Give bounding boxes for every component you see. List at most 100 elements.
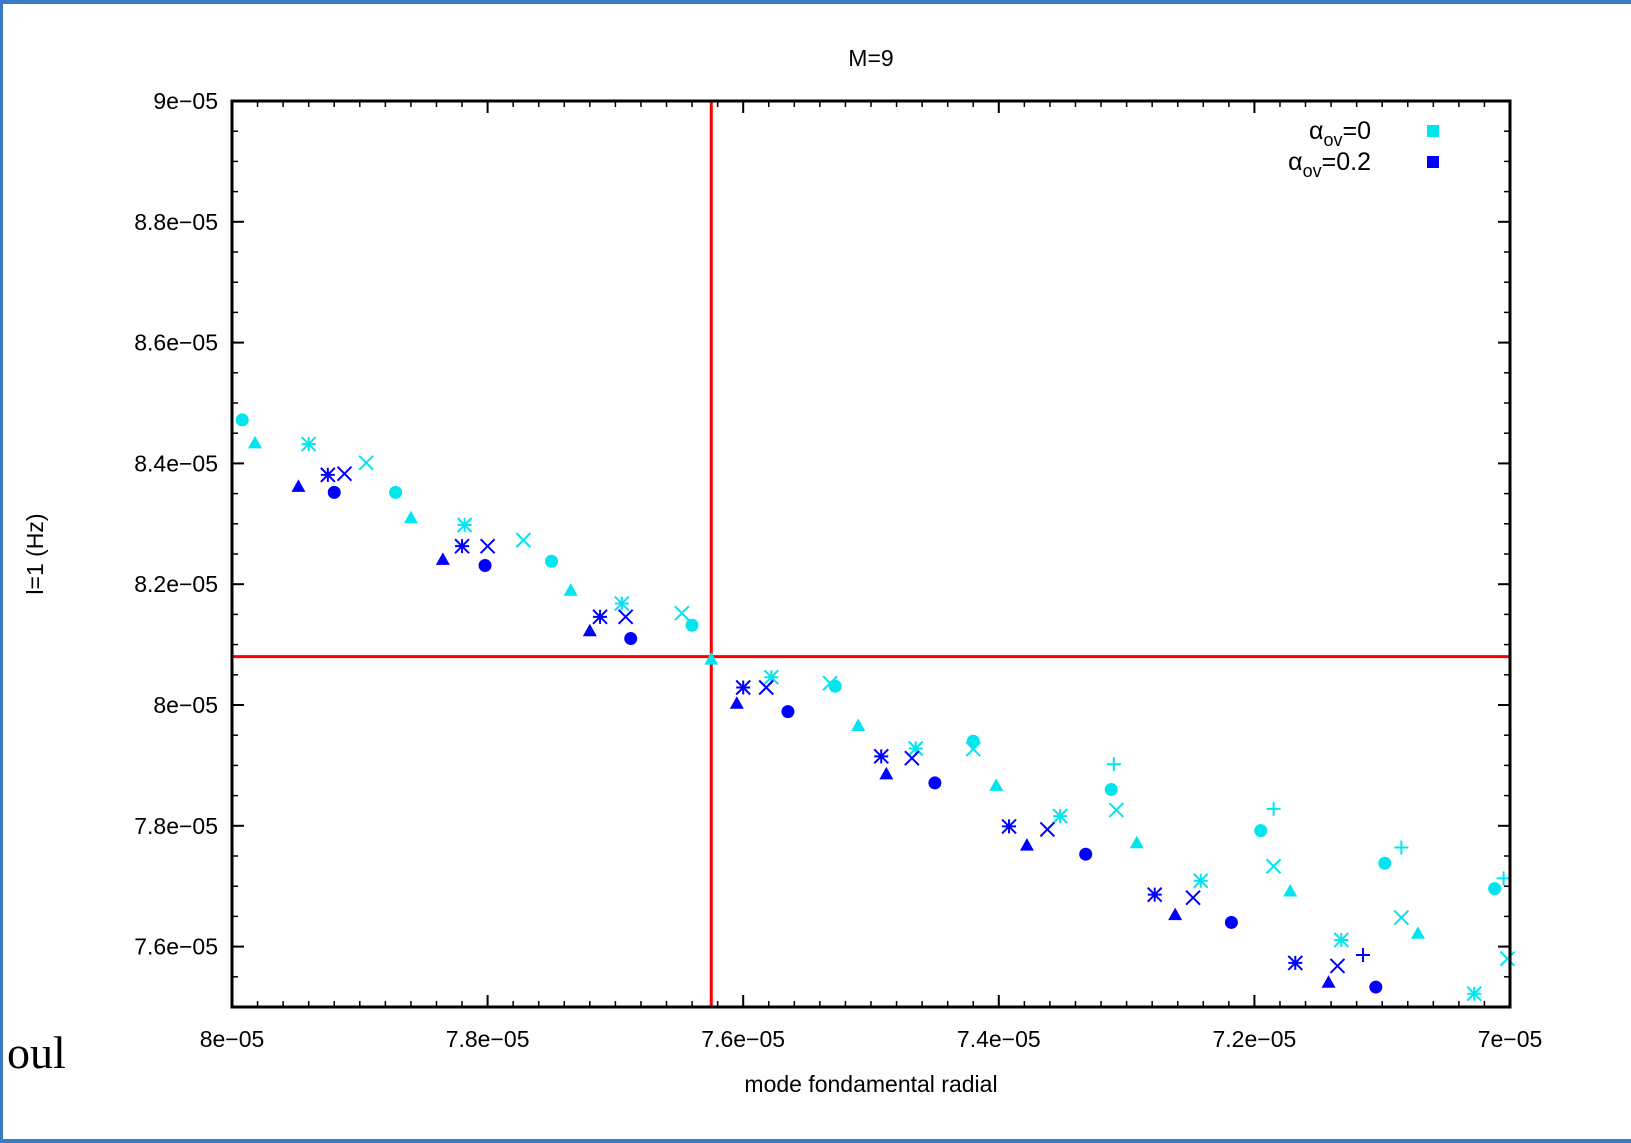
alpha02-x-point xyxy=(904,750,920,766)
y-axis-label: l=1 (Hz) xyxy=(22,513,48,594)
x-tick-label: 7.2e−05 xyxy=(1213,1026,1297,1052)
alpha0-circle-point xyxy=(828,679,842,693)
legend-swatch xyxy=(1427,125,1439,137)
alpha0-asterisk-point xyxy=(300,436,317,452)
alpha0-x-point xyxy=(515,532,532,548)
y-tick-label: 8.2e−05 xyxy=(134,571,218,597)
alpha0-circle-point xyxy=(545,554,558,568)
data-points xyxy=(235,413,1516,1002)
crosshair xyxy=(232,101,1510,1007)
alpha0-triangle-point xyxy=(248,435,263,449)
alpha0-asterisk-point xyxy=(763,669,780,685)
alpha02-x-point xyxy=(1039,821,1056,838)
alpha02-triangle-point xyxy=(879,766,894,780)
alpha02-x-point xyxy=(617,609,634,625)
alpha02-circle-point xyxy=(1079,847,1093,861)
alpha0-circle-point xyxy=(235,413,249,427)
alpha02-triangle-point xyxy=(435,552,450,565)
y-tick-label: 8.8e−05 xyxy=(134,209,218,235)
y-tick-label: 7.8e−05 xyxy=(134,813,218,839)
alpha0-circle-point xyxy=(1378,856,1392,870)
alpha02-asterisk-point xyxy=(320,467,336,483)
y-tick-label: 8.4e−05 xyxy=(134,450,218,476)
alpha02-asterisk-point xyxy=(735,679,751,696)
alpha02-circle-point xyxy=(327,485,341,499)
x-tick-label: 8e−05 xyxy=(200,1026,265,1052)
alpha02-circle-point xyxy=(1224,915,1238,929)
alpha02-triangle-point xyxy=(291,479,306,492)
alpha02-circle-point xyxy=(928,776,942,790)
axis-ticks: 8e−05 7.8e−05 7.6e−05 7.4e−05 7.2e−05 7e−05 9e… xyxy=(134,88,1542,1052)
alpha0-circle-point xyxy=(966,734,980,748)
alpha0-triangle-point xyxy=(1283,884,1298,897)
y-tick-label: 7.6e−05 xyxy=(134,934,218,960)
alpha02-asterisk-point xyxy=(454,538,470,554)
alpha02-x-point xyxy=(1329,958,1346,974)
legend-label: αov=0 xyxy=(1309,117,1371,150)
alpha02-plus-point xyxy=(1356,948,1371,963)
alpha0-asterisk-point xyxy=(456,517,473,533)
alpha02-triangle-point xyxy=(582,623,597,637)
alpha0-circle-point xyxy=(1254,824,1268,838)
alpha0-asterisk-point xyxy=(908,740,924,757)
x-tick-label: 7.8e−05 xyxy=(446,1026,530,1052)
legend-swatch xyxy=(1427,156,1439,168)
alpha0-plus-point xyxy=(1496,871,1511,886)
alpha0-x-point xyxy=(1265,858,1282,874)
alpha0-circle-point xyxy=(389,485,403,499)
alpha02-circle-point xyxy=(1369,980,1383,994)
alpha0-x-point xyxy=(674,605,690,621)
alpha0-x-point xyxy=(1393,909,1410,926)
alpha0-asterisk-point xyxy=(1466,986,1482,1002)
alpha0-triangle-point xyxy=(403,510,418,524)
alpha02-x-point xyxy=(758,679,774,696)
y-tick-label: 9e−05 xyxy=(153,88,218,114)
alpha0-circle-point xyxy=(1104,783,1118,797)
alpha02-circle-point xyxy=(478,558,492,572)
alpha02-triangle-point xyxy=(1321,975,1336,988)
alpha0-triangle-point xyxy=(1129,835,1144,849)
alpha0-x-point xyxy=(1499,950,1516,967)
alpha02-triangle-point xyxy=(1019,838,1034,851)
legend-label: αov=0.2 xyxy=(1288,148,1371,181)
alpha0-triangle-point xyxy=(989,778,1004,791)
chart-title: M=9 xyxy=(848,45,893,71)
alpha02-circle-point xyxy=(781,705,795,719)
alpha0-asterisk-point xyxy=(1052,808,1068,824)
alpha0-plus-point xyxy=(1266,801,1281,816)
alpha0-triangle-point xyxy=(1410,926,1425,939)
x-axis-label: mode fondamental radial xyxy=(744,1071,997,1097)
alpha0-asterisk-point xyxy=(1193,873,1209,889)
alpha02-triangle-point xyxy=(1168,907,1183,921)
alpha02-x-point xyxy=(336,465,353,482)
alpha0-triangle-point xyxy=(851,718,866,732)
scatter-chart: M=9 8e−05 7.8e−05 7.6e−05 7.4e−05 7.2e−05 7e−… xyxy=(22,45,1542,1097)
plot-frame xyxy=(230,99,1512,1009)
alpha02-circle-point xyxy=(624,632,638,646)
y-tick-label: 8.6e−05 xyxy=(134,330,218,356)
x-tick-label: 7e−05 xyxy=(1478,1026,1543,1052)
alpha0-x-point xyxy=(358,455,374,471)
alpha02-x-point xyxy=(1185,889,1201,906)
alpha0-plus-point xyxy=(1106,757,1121,772)
alpha0-x-point xyxy=(1108,802,1125,818)
x-tick-label: 7.4e−05 xyxy=(957,1026,1041,1052)
alpha02-triangle-point xyxy=(729,696,744,709)
alpha0-asterisk-point xyxy=(1333,932,1350,948)
alpha02-asterisk-point xyxy=(592,609,608,625)
alpha0-triangle-point xyxy=(704,652,719,665)
alpha0-circle-point xyxy=(685,618,699,632)
alpha0-asterisk-point xyxy=(614,595,630,612)
side-text-fragment: oul xyxy=(7,1027,66,1078)
alpha02-asterisk-point xyxy=(873,748,889,765)
alpha02-asterisk-point xyxy=(1287,955,1304,971)
x-tick-label: 7.6e−05 xyxy=(701,1026,785,1052)
alpha0-plus-point xyxy=(1394,840,1409,855)
alpha0-triangle-point xyxy=(563,583,578,596)
alpha0-circle-point xyxy=(1488,882,1502,896)
alpha02-x-point xyxy=(479,538,496,554)
y-tick-label: 8e−05 xyxy=(153,692,218,718)
alpha02-asterisk-point xyxy=(1001,818,1017,835)
